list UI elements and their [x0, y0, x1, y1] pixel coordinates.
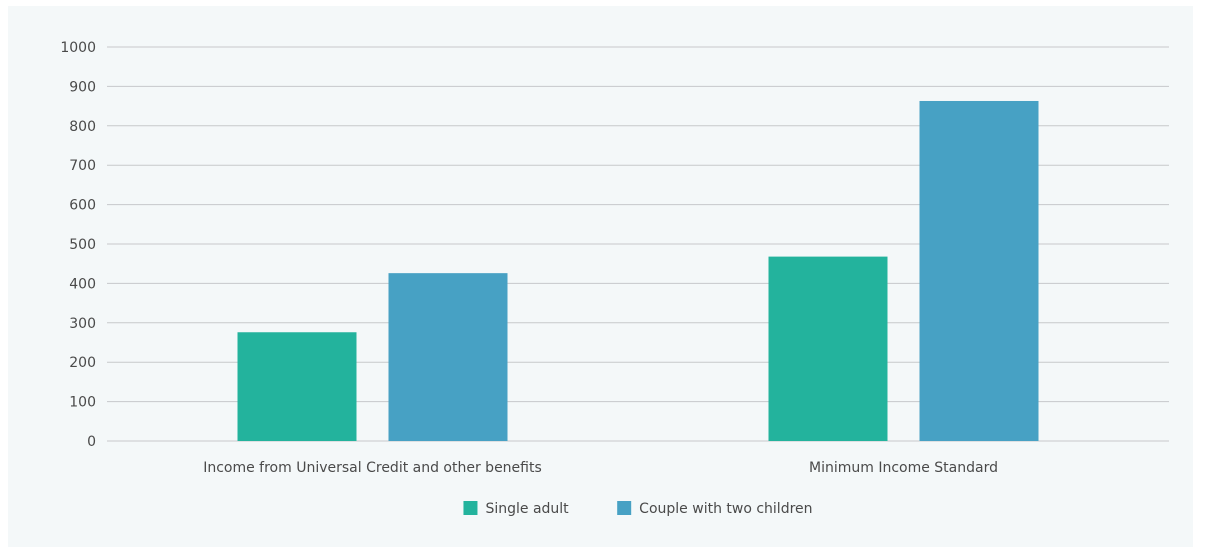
x-axis-categories: Income from Universal Credit and other b… — [203, 460, 998, 476]
x-category-label: Minimum Income Standard — [809, 460, 998, 476]
y-tick-label: 800 — [69, 119, 96, 135]
y-tick-label: 900 — [69, 79, 96, 95]
legend-label: Couple with two children — [639, 501, 812, 517]
y-tick-label: 0 — [87, 434, 96, 450]
legend-item: Couple with two children — [617, 501, 813, 517]
y-tick-label: 400 — [69, 276, 96, 292]
y-tick-label: 500 — [69, 237, 96, 253]
y-tick-label: 200 — [69, 355, 96, 371]
bars — [237, 100, 1039, 441]
y-tick-label: 600 — [69, 198, 96, 214]
y-tick-label: 300 — [69, 316, 96, 332]
legend-swatch — [617, 501, 632, 515]
bar-single-adult-1 — [237, 332, 357, 441]
y-tick-label: 700 — [69, 158, 96, 174]
x-category-label: Income from Universal Credit and other b… — [203, 460, 542, 476]
bar-couple-with-two-children-2 — [919, 100, 1039, 441]
legend-label: Single adult — [485, 501, 569, 517]
y-tick-label: 1000 — [60, 40, 96, 56]
y-axis-ticks: 0 100 200 300 400 500 600 700 800 900 1000 — [60, 40, 96, 450]
bar-single-adult-2 — [768, 256, 888, 441]
y-tick-label: 100 — [69, 395, 96, 411]
legend-swatch — [463, 501, 478, 515]
bar-couple-with-two-children-1 — [388, 273, 508, 441]
legend: Single adult Couple with two children — [463, 501, 813, 517]
legend-item: Single adult — [463, 501, 569, 517]
